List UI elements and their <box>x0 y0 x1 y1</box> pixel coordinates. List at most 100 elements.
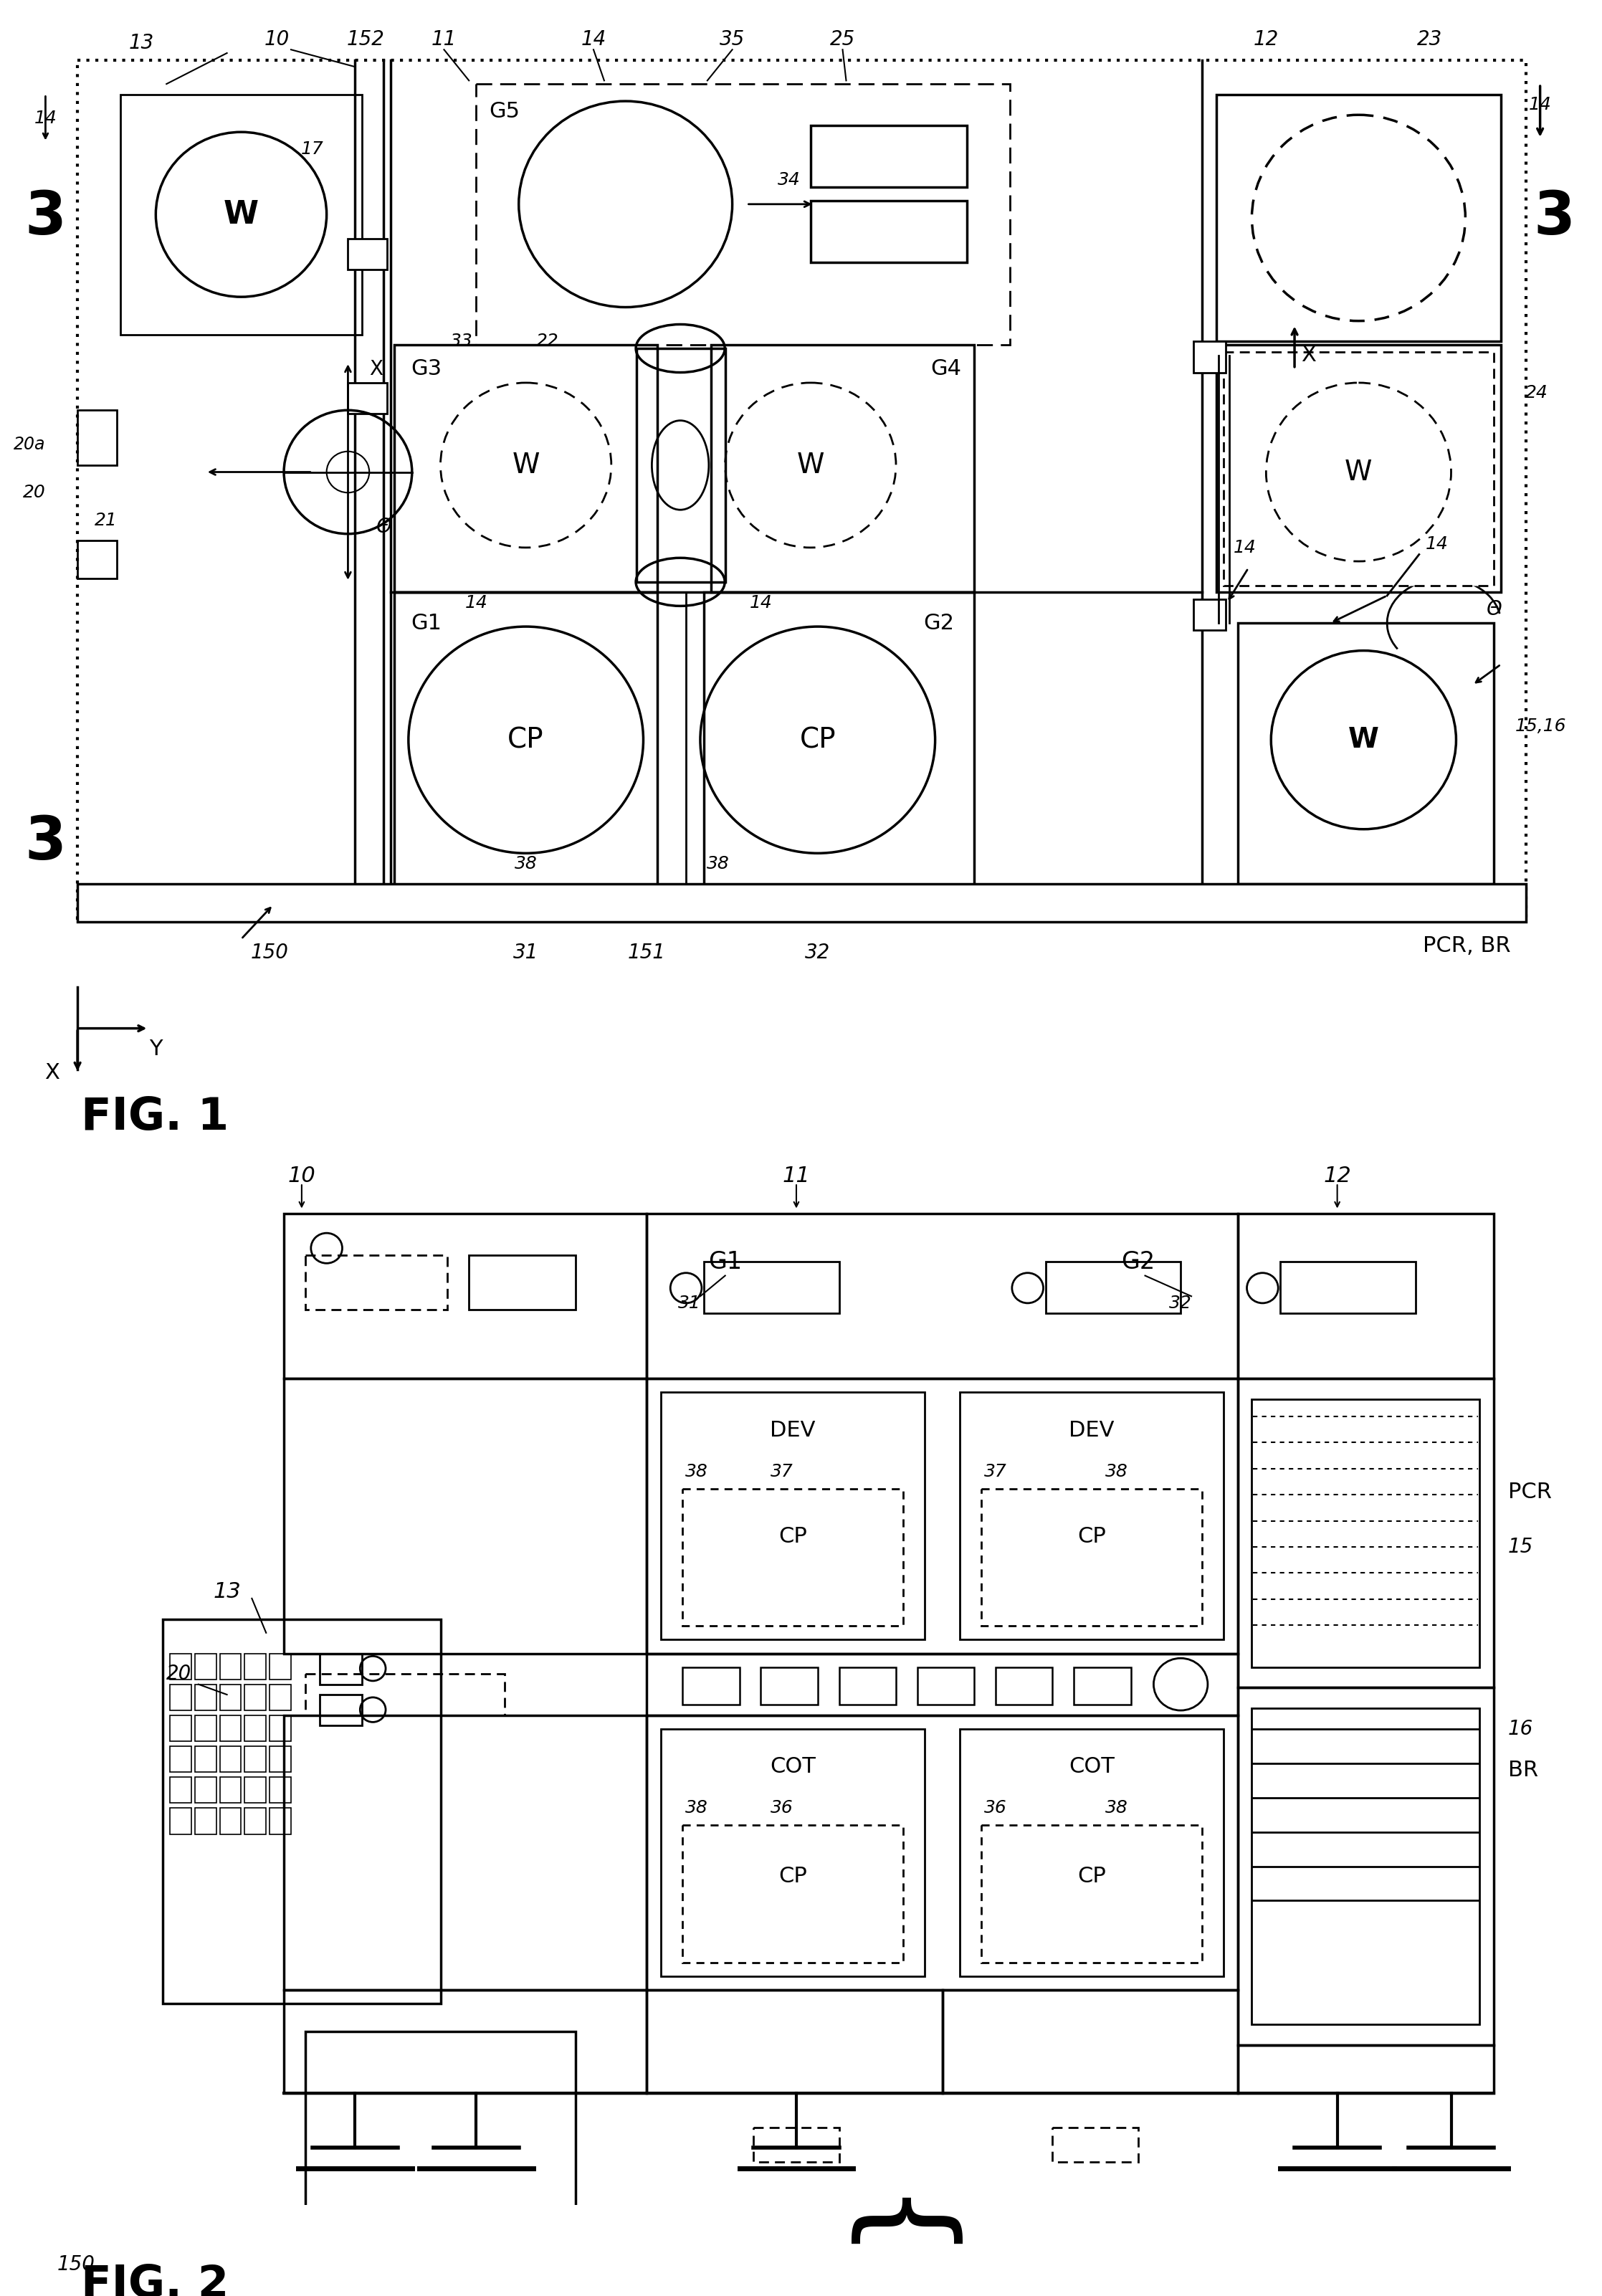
Bar <box>662 1729 924 1977</box>
Text: Y: Y <box>149 1038 162 1058</box>
Text: 38: 38 <box>514 854 537 872</box>
Bar <box>995 1667 1053 1706</box>
Text: 3: 3 <box>24 188 66 248</box>
Bar <box>753 2128 839 2161</box>
Bar <box>839 1667 896 1706</box>
Text: 14: 14 <box>582 30 606 48</box>
Text: 151: 151 <box>628 944 666 962</box>
Bar <box>711 344 974 592</box>
Text: W: W <box>513 452 540 480</box>
Bar <box>1224 351 1493 585</box>
Bar <box>245 1777 266 1802</box>
Bar <box>77 884 1525 923</box>
Bar <box>811 126 968 186</box>
Bar <box>636 349 726 581</box>
Bar <box>163 1619 441 2004</box>
Text: 17: 17 <box>301 140 324 158</box>
Text: CP: CP <box>508 726 545 753</box>
Bar <box>1238 2046 1493 2094</box>
Text: 3: 3 <box>24 813 66 872</box>
Bar <box>348 239 388 269</box>
Bar <box>703 1263 839 1313</box>
Bar <box>170 1777 191 1802</box>
Bar <box>195 1807 216 1835</box>
Text: G2: G2 <box>1121 1249 1155 1274</box>
Bar <box>942 1991 1238 2094</box>
Bar <box>269 1777 292 1802</box>
Text: 14: 14 <box>1426 535 1448 553</box>
Bar <box>1073 1667 1131 1706</box>
Text: 16: 16 <box>1507 1720 1533 1738</box>
Text: 15,16: 15,16 <box>1515 719 1567 735</box>
Bar <box>1238 1378 1493 1688</box>
Text: G1: G1 <box>410 613 442 634</box>
Bar <box>284 1378 647 1653</box>
Bar <box>918 1667 974 1706</box>
Bar <box>195 1777 216 1802</box>
Bar <box>647 1378 1238 1653</box>
Text: Θ: Θ <box>1487 599 1501 620</box>
Bar <box>960 1729 1224 1977</box>
Bar <box>77 60 1525 918</box>
Bar <box>269 1685 292 1711</box>
Text: 24: 24 <box>1525 383 1548 402</box>
Text: W: W <box>224 200 260 230</box>
Bar <box>245 1807 266 1835</box>
Bar <box>219 1747 242 1773</box>
Text: X: X <box>45 1063 59 1084</box>
Bar <box>269 1653 292 1678</box>
Bar <box>1193 599 1226 629</box>
Text: CP: CP <box>1078 1527 1105 1548</box>
Text: 36: 36 <box>984 1800 1008 1816</box>
Text: 10: 10 <box>288 1166 316 1187</box>
Bar <box>170 1715 191 1740</box>
Bar <box>1238 1688 1493 2046</box>
Bar <box>1216 94 1501 342</box>
Text: 13: 13 <box>128 32 154 53</box>
Bar <box>682 1825 904 1963</box>
Bar <box>982 1488 1202 1626</box>
Text: 3: 3 <box>1533 188 1575 248</box>
Text: 21: 21 <box>95 512 117 528</box>
Text: 14: 14 <box>1234 540 1256 556</box>
Text: PCR, BR: PCR, BR <box>1423 934 1511 957</box>
Text: 14: 14 <box>34 110 56 126</box>
Bar <box>960 1391 1224 1639</box>
Text: 25: 25 <box>830 30 855 48</box>
Bar <box>1193 342 1226 372</box>
Bar <box>195 1715 216 1740</box>
Bar <box>195 1747 216 1773</box>
Text: G2: G2 <box>923 613 955 634</box>
Bar <box>170 1685 191 1711</box>
Bar <box>306 1674 505 1715</box>
Text: 11: 11 <box>782 1166 811 1187</box>
Bar <box>394 344 657 592</box>
Text: COT: COT <box>771 1756 815 1777</box>
Text: FIG. 2: FIG. 2 <box>82 2264 229 2296</box>
Text: 23: 23 <box>1418 30 1442 48</box>
Text: CP: CP <box>779 1527 807 1548</box>
Text: 34: 34 <box>779 172 801 188</box>
Text: 14: 14 <box>750 595 772 611</box>
Text: 35: 35 <box>719 30 745 48</box>
Text: DEV: DEV <box>771 1419 815 1440</box>
Bar <box>1238 622 1493 884</box>
Bar <box>269 1715 292 1740</box>
Bar <box>284 1215 647 1378</box>
Text: G5: G5 <box>489 101 521 122</box>
Text: 38: 38 <box>1105 1463 1128 1481</box>
Text: 20: 20 <box>22 484 45 501</box>
Bar <box>245 1715 266 1740</box>
Bar <box>682 1488 904 1626</box>
Text: W: W <box>1344 459 1373 487</box>
Bar <box>245 1653 266 1678</box>
Text: 37: 37 <box>771 1463 793 1481</box>
Bar <box>1280 1263 1416 1313</box>
Text: 36: 36 <box>771 1800 793 1816</box>
Text: 31: 31 <box>678 1295 702 1311</box>
Text: 33: 33 <box>450 333 473 349</box>
Text: 14: 14 <box>465 595 487 611</box>
Text: FIG. 1: FIG. 1 <box>82 1095 229 1139</box>
Bar <box>1046 1263 1181 1313</box>
Text: X: X <box>370 358 383 379</box>
